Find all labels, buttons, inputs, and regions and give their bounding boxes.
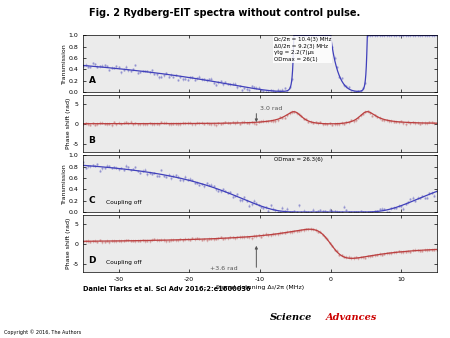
Text: Coupling off: Coupling off [106,260,142,265]
Y-axis label: Phase shift (rad): Phase shift (rad) [66,98,71,149]
Text: Advances: Advances [326,313,378,322]
Text: Daniel Tiarks et al. Sci Adv 2016;2:e1600036: Daniel Tiarks et al. Sci Adv 2016;2:e160… [83,286,251,292]
Text: C: C [89,196,95,205]
Text: Fig. 2 Rydberg-EIT spectra without control pulse.: Fig. 2 Rydberg-EIT spectra without contr… [90,8,360,19]
Y-axis label: Transmission: Transmission [62,43,67,84]
Text: B: B [89,136,95,145]
Text: Copyright © 2016, The Authors: Copyright © 2016, The Authors [4,329,82,335]
Y-axis label: Phase shift (rad): Phase shift (rad) [66,218,71,269]
Y-axis label: Transmission: Transmission [62,163,67,204]
Text: Coupling off: Coupling off [106,200,142,205]
Text: +3.6 rad: +3.6 rad [211,266,238,271]
Text: D: D [89,256,96,265]
X-axis label: Signal detuning Δ₀/2π (MHz): Signal detuning Δ₀/2π (MHz) [216,285,304,290]
Text: A: A [89,76,95,85]
Text: Ωc/2π = 10.4(3) MHz
Δ0/2π = 9.2(3) MHz
γtg = 2.2(7)μs
ODmax = 26(1): Ωc/2π = 10.4(3) MHz Δ0/2π = 9.2(3) MHz γ… [274,37,331,62]
Text: Science: Science [270,313,312,322]
Text: ODmax = 26.3(6): ODmax = 26.3(6) [274,157,323,162]
Text: 3.0 rad: 3.0 rad [260,106,282,111]
